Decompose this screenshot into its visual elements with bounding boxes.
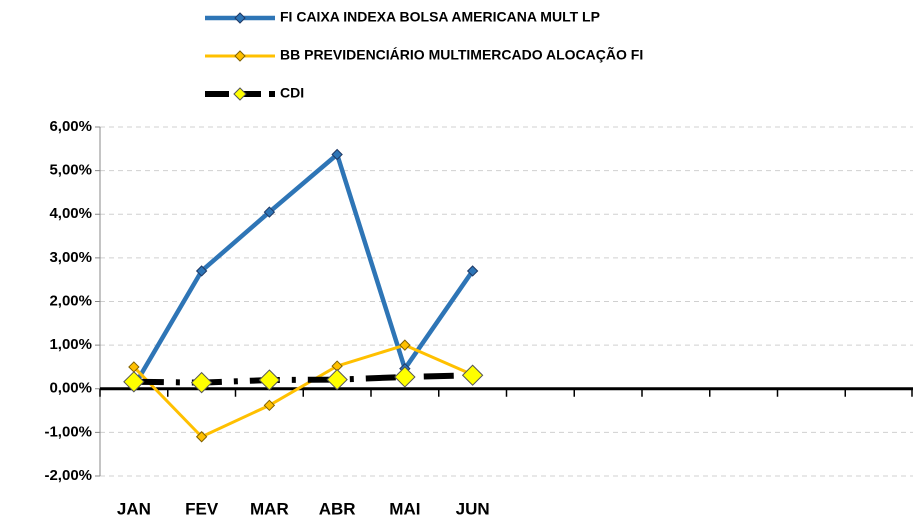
x-tick-label: JAN [117, 499, 151, 518]
legend-marker [234, 50, 246, 62]
data-point [394, 366, 416, 388]
data-point [326, 368, 348, 391]
x-tick-label: JUN [456, 499, 490, 518]
data-point [466, 265, 479, 277]
series-line [132, 343, 474, 439]
data-point [190, 371, 213, 394]
x-tick-label: MAR [250, 499, 289, 518]
data-point [331, 148, 343, 161]
data-point [258, 369, 281, 391]
y-tick-label: 0,00% [49, 380, 92, 397]
y-tick-label: 3,00% [49, 249, 92, 266]
legend-label: BB PREVIDENCIÁRIO MULTIMERCADO ALOCAÇÃO … [280, 46, 643, 63]
series-line [133, 372, 473, 386]
y-tick-label: -2,00% [44, 467, 92, 484]
legend-label: CDI [280, 85, 304, 101]
y-tick-label: -1,00% [44, 423, 92, 440]
legend-label: FI CAIXA INDEXA BOLSA AMERICANA MULT LP [280, 9, 600, 25]
y-tick-label: 2,00% [49, 292, 92, 309]
y-tick-label: 6,00% [49, 118, 92, 135]
legend-marker [234, 12, 246, 24]
data-point [123, 371, 145, 393]
y-tick-label: 5,00% [49, 162, 92, 179]
x-tick-label: MAI [389, 499, 420, 518]
data-point [195, 431, 208, 443]
x-tick-label: FEV [185, 499, 219, 518]
legend-marker [233, 87, 247, 101]
data-point [263, 399, 276, 412]
series-line [131, 152, 475, 388]
data-point [195, 265, 208, 277]
data-point [461, 364, 484, 386]
legend: FI CAIXA INDEXA BOLSA AMERICANA MULT LP B… [205, 9, 643, 101]
x-tick-label: ABR [319, 499, 356, 518]
y-tick-label: 1,00% [49, 336, 92, 353]
data-point [399, 339, 411, 351]
y-tick-label: 4,00% [49, 205, 92, 222]
data-point [263, 206, 276, 218]
